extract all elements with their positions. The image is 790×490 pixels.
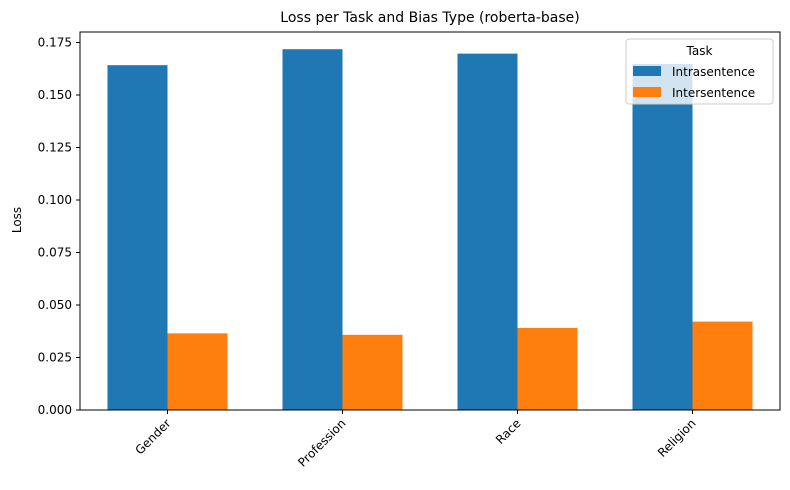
bar-intersentence-profession — [342, 334, 403, 410]
legend-label-intersentence: Intersentence — [672, 86, 755, 100]
plot-frame — [79, 31, 781, 411]
legend-swatch-intersentence — [633, 87, 661, 97]
y-tick-label: 0.000 — [38, 403, 72, 417]
y-axis-title: Loss — [10, 207, 24, 233]
y-tick-label: 0.075 — [38, 246, 72, 260]
bar-intersentence-gender — [167, 333, 228, 410]
bar-intrasentence-profession — [282, 49, 343, 410]
y-tick-label: 0.125 — [38, 141, 72, 155]
x-tick-label: Race — [493, 416, 524, 447]
y-tick-label: 0.025 — [38, 351, 72, 365]
y-tick-label: 0.100 — [38, 193, 72, 207]
y-tick-label: 0.050 — [38, 298, 72, 312]
legend: Task Intrasentence Intersentence — [625, 38, 774, 105]
y-tick-label: 0.150 — [38, 88, 72, 102]
legend-title: Task — [686, 44, 713, 58]
y-tick-label: 0.175 — [38, 36, 72, 50]
chart-title: Loss per Task and Bias Type (roberta-bas… — [280, 10, 579, 26]
x-tick-label: Religion — [655, 416, 699, 460]
bar-intersentence-race — [517, 327, 578, 410]
x-tick-label: Profession — [295, 416, 348, 469]
bar-intrasentence-religion — [632, 63, 693, 411]
bar-intrasentence-gender — [107, 65, 168, 411]
legend-box — [625, 38, 774, 105]
x-tick-label: Gender — [132, 416, 173, 457]
bar-intersentence-religion — [692, 321, 753, 410]
legend-swatch-intrasentence — [633, 66, 661, 76]
bar-intrasentence-race — [457, 53, 518, 410]
legend-label-intrasentence: Intrasentence — [672, 65, 755, 79]
